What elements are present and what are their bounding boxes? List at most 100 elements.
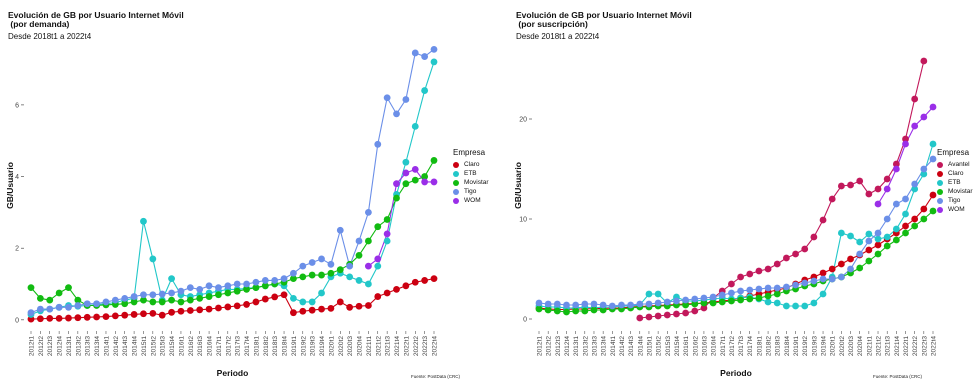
data-point-avantel xyxy=(828,195,836,203)
data-point-tigo xyxy=(402,96,410,103)
data-point-avantel xyxy=(764,265,772,273)
data-point-claro xyxy=(411,278,419,286)
x-tick-label: 2019t1 xyxy=(793,336,800,357)
data-point-claro xyxy=(421,277,429,284)
data-point-claro xyxy=(819,269,827,277)
x-tick-label: 2021t3 xyxy=(385,336,392,357)
data-point-tigo xyxy=(874,229,882,237)
series-line-movistar xyxy=(30,160,435,307)
y-axis-title: GB/Usuario xyxy=(5,162,15,209)
data-point-movistar xyxy=(599,306,607,314)
data-point-movistar xyxy=(902,229,909,237)
data-point-tigo xyxy=(892,200,900,208)
data-point-claro xyxy=(196,306,204,314)
data-point-wom xyxy=(902,140,909,148)
data-point-avantel xyxy=(654,312,662,320)
data-point-avantel xyxy=(874,185,882,193)
data-point-claro xyxy=(224,303,232,311)
data-point-etb xyxy=(421,87,429,94)
data-point-tigo xyxy=(55,303,63,311)
data-point-claro xyxy=(111,312,119,320)
data-point-claro xyxy=(149,309,157,317)
data-point-claro xyxy=(327,304,335,312)
legend-label: Movistar xyxy=(464,179,489,186)
data-point-claro xyxy=(374,293,382,300)
legend-label: Tigo xyxy=(464,188,477,195)
x-tick-label: 2016t2 xyxy=(692,336,699,357)
data-point-claro xyxy=(393,285,400,293)
data-point-etb xyxy=(645,290,653,298)
legend-swatch xyxy=(937,206,943,213)
data-point-movistar xyxy=(402,180,410,188)
data-point-wom xyxy=(421,178,429,186)
x-tick-label: 2015t1 xyxy=(141,336,148,357)
data-point-etb xyxy=(929,140,937,148)
data-point-tigo xyxy=(654,299,662,307)
data-point-wom xyxy=(892,165,900,173)
x-tick-label: 2018t2 xyxy=(263,336,270,357)
x-tick-label: 2021t4 xyxy=(394,336,401,357)
data-point-tigo xyxy=(121,294,129,302)
data-point-tigo xyxy=(590,300,598,308)
series-line-movistar xyxy=(538,210,934,313)
data-point-movistar xyxy=(318,271,325,279)
data-point-avantel xyxy=(911,95,919,103)
data-point-wom xyxy=(883,185,891,193)
data-point-tigo xyxy=(553,300,561,308)
data-point-movistar xyxy=(299,273,307,281)
data-point-tigo xyxy=(709,293,717,301)
x-tick-label: 2015t3 xyxy=(665,336,672,357)
data-point-claro xyxy=(215,304,222,312)
legend-item-wom: WOM xyxy=(937,205,977,214)
x-tick-label: 2012t3 xyxy=(555,336,562,357)
data-point-avantel xyxy=(663,311,671,319)
data-point-claro xyxy=(318,305,325,313)
data-point-avantel xyxy=(792,250,799,258)
data-point-avantel xyxy=(755,267,763,275)
data-point-wom xyxy=(920,113,928,121)
x-tick-label: 2022t3 xyxy=(921,336,928,357)
data-point-movistar xyxy=(563,308,570,316)
data-point-claro xyxy=(46,315,54,322)
data-point-etb xyxy=(383,237,391,245)
data-point-etb xyxy=(140,217,147,225)
data-point-claro xyxy=(837,260,845,268)
x-tick-label: 2015t2 xyxy=(150,336,157,357)
data-point-claro xyxy=(261,295,269,303)
x-tick-label: 2014t2 xyxy=(113,336,120,357)
data-point-etb xyxy=(149,255,157,263)
data-point-tigo xyxy=(430,45,438,53)
data-point-etb xyxy=(346,273,354,281)
data-point-movistar xyxy=(130,298,138,306)
data-point-tigo xyxy=(663,298,671,306)
x-tick-label: 2020t1 xyxy=(328,336,335,357)
data-point-claro xyxy=(402,282,410,290)
data-point-tigo xyxy=(346,262,354,270)
data-point-movistar xyxy=(411,176,419,184)
x-tick-label: 2017t1 xyxy=(216,336,223,357)
legend-swatch xyxy=(453,161,459,168)
x-tick-label: 2015t4 xyxy=(169,336,176,357)
data-point-tigo xyxy=(581,300,589,308)
x-tick-label: 2017t4 xyxy=(747,336,754,357)
series-line-etb xyxy=(30,61,435,315)
data-point-tigo xyxy=(902,195,909,203)
data-point-movistar xyxy=(149,298,157,306)
data-point-tigo xyxy=(327,260,335,268)
y-tick-label: 4 xyxy=(15,174,19,181)
data-point-etb xyxy=(299,298,307,306)
y-tick-label: 0 xyxy=(523,317,527,324)
data-point-movistar xyxy=(553,307,561,315)
data-point-etb xyxy=(764,298,772,306)
x-tick-label: 2012t4 xyxy=(57,336,64,357)
data-point-etb xyxy=(402,158,410,166)
data-point-claro xyxy=(346,303,354,311)
data-point-tigo xyxy=(421,53,429,60)
data-point-tigo xyxy=(65,303,72,311)
x-tick-label: 2022t2 xyxy=(413,336,420,357)
legend-items: Claro ETB Movistar Tigo WOM xyxy=(453,160,489,205)
x-axis-title: Periodo xyxy=(720,368,752,378)
data-point-claro xyxy=(383,289,391,297)
legend: Empresa Avantel Claro ETB Movistar Tigo WOM xyxy=(937,148,977,214)
